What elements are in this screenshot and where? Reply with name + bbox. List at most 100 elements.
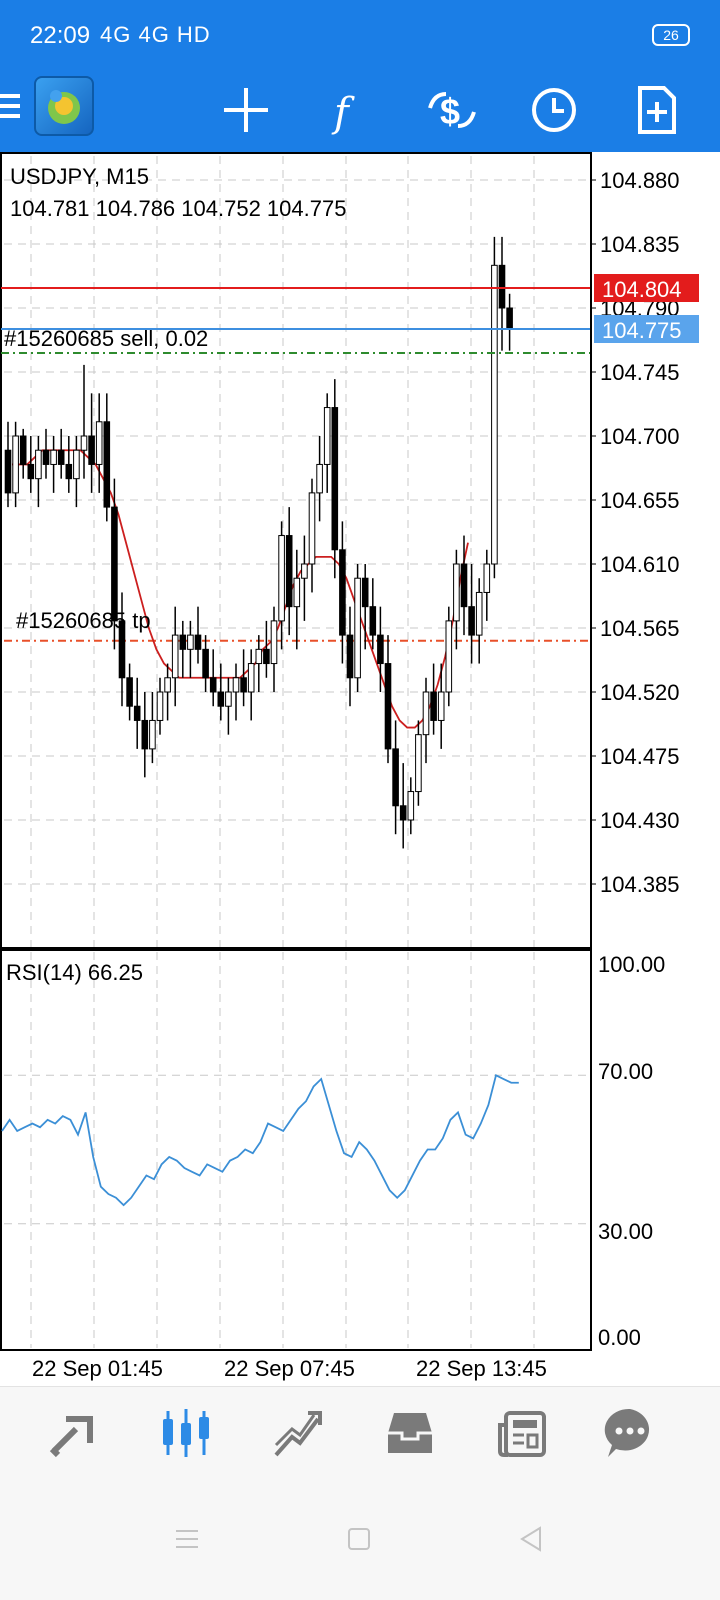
candle-body <box>57 449 65 465</box>
candle-body <box>377 634 384 665</box>
chart-area[interactable]: 104.880 104.835 104.790 104.745 104.700 104.6… <box>0 152 720 1384</box>
candle-body <box>491 264 498 565</box>
candle-body <box>270 620 278 665</box>
candle-body <box>179 634 187 650</box>
rsi-line <box>1 1074 519 1207</box>
candle-body <box>308 492 316 565</box>
history-tab-icon[interactable] <box>382 1405 438 1461</box>
candle-body <box>141 719 149 750</box>
status-time: 22:09 <box>30 22 91 49</box>
svg-text:$: $ <box>440 91 460 132</box>
candle-body <box>164 677 171 693</box>
clock-icon[interactable] <box>526 82 582 138</box>
candle-body <box>506 307 513 330</box>
candle-body <box>103 421 111 508</box>
ask-price-text: 104.804 <box>602 277 682 302</box>
recent-apps-icon[interactable] <box>170 1522 204 1556</box>
trade-tab-icon[interactable] <box>270 1405 326 1461</box>
candle-body <box>415 734 422 793</box>
rsi-label: RSI(14) 66.25 <box>6 960 143 985</box>
candle-body <box>80 435 88 451</box>
ask-price-badge <box>594 274 699 302</box>
candle-layer <box>4 236 513 849</box>
candle-body <box>483 563 491 593</box>
candle-body <box>316 463 323 494</box>
function-icon[interactable]: f <box>318 82 374 138</box>
candle-body <box>369 606 377 636</box>
price-tick-label: 104.385 <box>600 872 680 897</box>
metatrader-logo[interactable] <box>34 76 94 136</box>
candle-body <box>407 791 415 821</box>
svg-text:f: f <box>331 90 355 136</box>
crosshair-icon[interactable] <box>218 82 274 138</box>
candle-body <box>95 421 103 465</box>
candle-body <box>4 449 12 494</box>
candle-body <box>217 691 225 707</box>
price-tick-label: 104.700 <box>600 424 680 449</box>
candle-body <box>339 549 346 636</box>
price-tick-label: 104.430 <box>600 808 680 833</box>
candle-body <box>27 463 35 480</box>
back-icon[interactable] <box>514 1522 548 1556</box>
price-tick-label: 104.610 <box>600 552 680 577</box>
candle-body <box>187 634 194 650</box>
candle-body <box>263 648 270 665</box>
trade-icon[interactable]: $ <box>424 82 480 138</box>
candle-body <box>133 705 141 721</box>
menu-icon[interactable] <box>0 90 22 130</box>
candle-body <box>118 620 126 679</box>
moving-average-layer <box>12 449 469 729</box>
rsi-layer <box>1 1074 519 1207</box>
ohlc-values: 104.781 104.786 104.752 104.775 <box>10 196 346 221</box>
candle-body <box>331 407 339 551</box>
take-profit-label[interactable]: #15260685 tp <box>16 608 151 633</box>
time-label-1: 22 Sep 01:45 <box>32 1356 163 1381</box>
candle-body <box>35 449 42 480</box>
candle-body <box>399 805 407 821</box>
time-label-2: 22 Sep 07:45 <box>224 1356 355 1381</box>
candle-body <box>149 719 156 750</box>
candle-body <box>422 691 430 736</box>
candle-body <box>73 449 80 480</box>
candle-body <box>361 577 369 608</box>
candle-body <box>202 648 209 679</box>
home-icon[interactable] <box>342 1522 376 1556</box>
sell-order-label[interactable]: #15260685 sell, 0.02 <box>4 326 208 351</box>
quotes-icon[interactable] <box>46 1405 102 1461</box>
candle-body <box>156 691 164 721</box>
chat-tab-icon[interactable] <box>602 1405 658 1461</box>
bid-price-badge <box>594 315 699 343</box>
candle-body <box>50 449 57 465</box>
candle-body <box>323 407 331 465</box>
candle-body <box>453 563 460 622</box>
candle-body <box>498 264 506 309</box>
price-tick-label: 104.565 <box>600 616 680 641</box>
candle-body <box>437 691 445 721</box>
candle-body <box>346 634 354 679</box>
candle-body <box>384 663 392 750</box>
candle-body <box>194 634 202 650</box>
chart-tab-icon[interactable] <box>158 1405 214 1461</box>
candle-body <box>430 691 437 721</box>
signal-icon: 4G 4G HD <box>100 22 211 47</box>
rsi-level-70: 70.00 <box>598 1059 653 1084</box>
candle-body <box>293 577 301 608</box>
price-tick-label: 104.520 <box>600 680 680 705</box>
candle-body <box>475 591 483 636</box>
rsi-level-30: 30.00 <box>598 1219 653 1244</box>
candle-body <box>19 435 27 465</box>
candle-body <box>42 449 50 465</box>
bottom-navigation <box>0 1386 720 1482</box>
rsi-level-0: 0.00 <box>598 1325 641 1350</box>
candle-body <box>445 620 453 693</box>
price-chart[interactable]: 104.880104.835104.790104.745104.700104.6… <box>0 152 720 1384</box>
moving-average-line <box>12 449 469 729</box>
candle-body <box>225 691 232 707</box>
candle-body <box>240 677 247 693</box>
candle-body <box>171 634 179 679</box>
candle-body <box>354 577 361 679</box>
price-tick-label: 104.745 <box>600 360 680 385</box>
news-tab-icon[interactable] <box>494 1405 550 1461</box>
bid-price-text: 104.775 <box>602 318 682 343</box>
new-document-icon[interactable] <box>628 82 684 138</box>
